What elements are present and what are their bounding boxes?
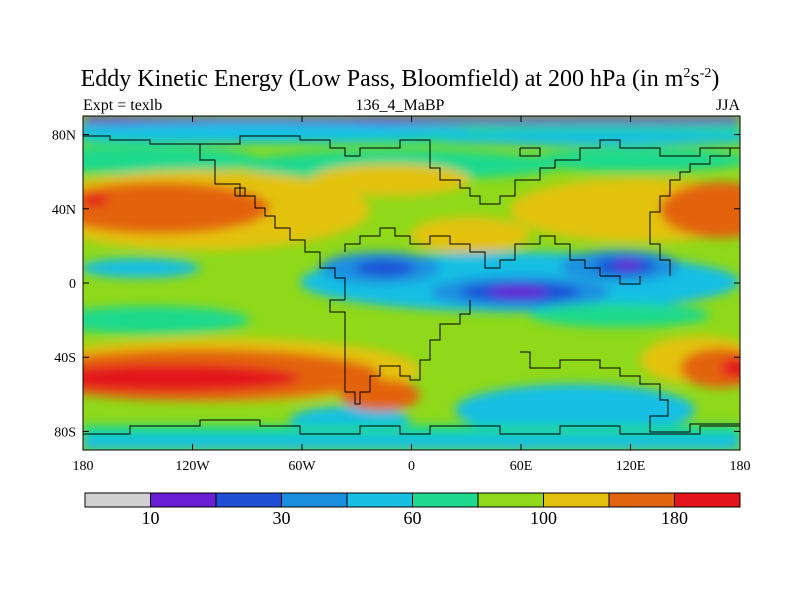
colorbar-swatch xyxy=(477,492,544,508)
colorbar-swatch xyxy=(215,492,282,508)
y-tick-label: 80N xyxy=(52,129,76,144)
x-tick-label: 180 xyxy=(730,459,751,474)
colorbar-swatch xyxy=(346,492,413,508)
colorbar-swatch xyxy=(84,492,151,508)
chart-subtitle: 136_4_MaBP xyxy=(355,97,445,114)
y-tick-label: 0 xyxy=(69,277,76,292)
x-tick-label: 120E xyxy=(616,459,646,474)
x-tick-label: 60W xyxy=(288,459,316,474)
colorbar-swatch xyxy=(543,492,610,508)
colorbar-label: 100 xyxy=(530,508,557,528)
x-tick-label: 0 xyxy=(408,459,415,474)
colorbar-swatch xyxy=(412,492,479,508)
x-tick-label: 60E xyxy=(510,459,533,474)
x-tick-label: 180 xyxy=(73,459,94,474)
chart-title: Eddy Kinetic Energy (Low Pass, Bloomfiel… xyxy=(80,66,720,92)
contour-field xyxy=(83,116,740,450)
axis-ticks: 180 120W 60W 0 60E 120E 180 80N 40N 0 40S 80S xyxy=(52,116,751,474)
experiment-label: Expt = texlb xyxy=(83,97,163,114)
colorbar-swatch xyxy=(150,492,217,508)
colorbar-label: 30 xyxy=(273,508,291,528)
y-tick-label: 40S xyxy=(54,351,76,366)
x-tick-label: 120W xyxy=(175,459,210,474)
colorbar-label: 10 xyxy=(142,508,160,528)
season-label: JJA xyxy=(715,97,740,114)
colorbar: 10 30 60 100 180 xyxy=(84,492,741,528)
y-tick-label: 40N xyxy=(52,203,76,218)
coastline-outlines xyxy=(83,135,740,435)
colorbar-swatch xyxy=(674,492,741,508)
colorbar-swatch xyxy=(608,492,675,508)
colorbar-label: 180 xyxy=(661,508,688,528)
colorbar-swatch xyxy=(281,492,348,508)
colorbar-label: 60 xyxy=(404,508,422,528)
y-tick-label: 80S xyxy=(54,425,76,440)
